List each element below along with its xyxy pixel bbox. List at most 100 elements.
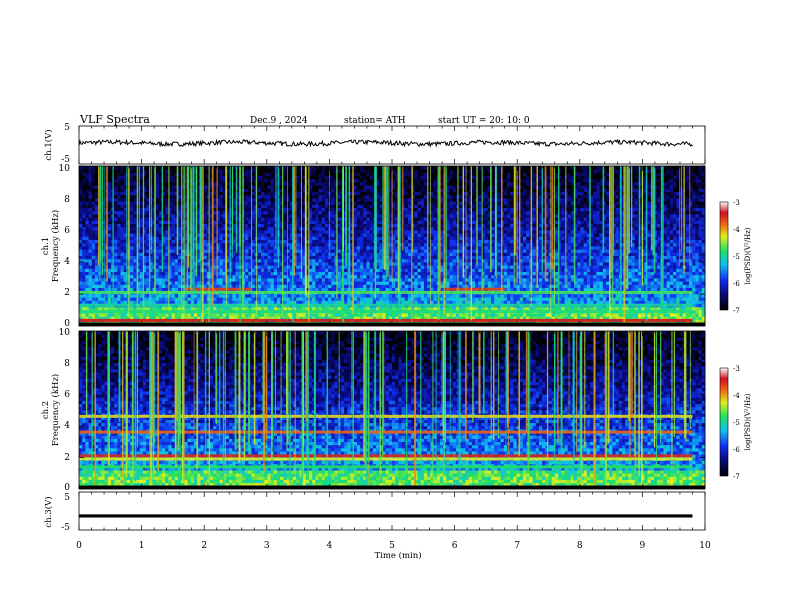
spec1-cell xyxy=(178,246,182,250)
spec1-cell xyxy=(213,268,217,272)
spec1-cell xyxy=(685,313,690,317)
spec1-cell xyxy=(554,278,559,282)
spec1-cell xyxy=(216,300,220,304)
spec1-cell xyxy=(407,284,412,288)
spec1-cell xyxy=(146,255,150,260)
spec1-cell xyxy=(158,306,163,311)
spec1-cell xyxy=(484,271,489,276)
spec1-cell xyxy=(433,281,438,285)
spec1-cell xyxy=(187,281,192,285)
spec1-cell xyxy=(79,258,83,263)
spec1-cell xyxy=(94,271,99,276)
spec1-cell xyxy=(538,255,543,260)
spec1-cell xyxy=(261,281,265,285)
spec1-cell xyxy=(379,262,383,266)
spec1-cell xyxy=(676,284,680,288)
spec1-cell xyxy=(136,294,141,298)
spec1-cell xyxy=(669,281,674,285)
spec1-cell xyxy=(701,303,706,308)
spec1-cell xyxy=(439,284,444,288)
spec1-cell xyxy=(331,284,335,288)
spec1-cell xyxy=(618,297,623,301)
spec1-cell xyxy=(245,281,249,285)
spec1-cell xyxy=(328,271,332,276)
spec1-cell xyxy=(289,274,294,279)
spec1-cell xyxy=(366,300,371,304)
spec1-cell xyxy=(286,300,291,304)
spec1-cell xyxy=(273,271,278,276)
spec1-cell xyxy=(615,262,620,266)
spec1-cell xyxy=(216,252,220,256)
spec1-cell xyxy=(158,278,163,282)
spec1-cell xyxy=(168,265,173,269)
spec1-cell xyxy=(363,265,367,269)
spec1-cell xyxy=(312,258,316,263)
spec1-cell xyxy=(459,262,463,266)
spec1-cell xyxy=(491,265,495,269)
spec1-cell xyxy=(216,255,220,260)
spec1-cell xyxy=(114,252,118,256)
spec1-cell xyxy=(417,278,422,282)
spec1-cell xyxy=(420,316,425,320)
spec1-cell xyxy=(315,294,319,298)
spec1-cell xyxy=(698,274,703,279)
spec1-cell xyxy=(542,316,546,320)
spec1-cell xyxy=(257,287,262,292)
spec1-cell xyxy=(449,313,454,317)
spec1-cell xyxy=(657,265,661,269)
spec1-cell xyxy=(174,297,179,301)
spec1-cell xyxy=(612,252,616,256)
spec1-cell xyxy=(356,258,361,263)
spec1-cell xyxy=(542,249,546,253)
spec1-cell xyxy=(324,281,329,285)
spec1-cell xyxy=(350,284,355,288)
spec1-cell xyxy=(213,284,217,288)
spec1-cell xyxy=(542,246,546,250)
spec1-cell xyxy=(235,306,240,311)
spec1-cell xyxy=(187,265,192,269)
spec1-cell xyxy=(334,316,339,320)
spec1-cell xyxy=(590,297,594,301)
spec1-cell xyxy=(465,284,470,288)
spec1-cell xyxy=(206,281,211,285)
spec1-cell xyxy=(213,313,217,317)
spec1-cell xyxy=(631,271,636,276)
spec1-cell xyxy=(685,262,690,266)
spec1-cell xyxy=(478,262,482,266)
spec1-cell xyxy=(270,252,275,256)
spec1-cell xyxy=(178,274,182,279)
spec1-cell xyxy=(152,297,157,301)
spec1-cell xyxy=(190,297,195,301)
spec1-cell xyxy=(487,268,492,272)
spec1-cell xyxy=(666,258,671,263)
spec1-cell xyxy=(420,284,425,288)
spec1-cell xyxy=(133,274,137,279)
spec1-cell xyxy=(420,271,425,276)
spec1-cell xyxy=(586,284,591,288)
spec1-cell xyxy=(286,284,291,288)
spec1-cell xyxy=(376,265,380,269)
spec1-cell xyxy=(420,258,425,263)
spec1-cell xyxy=(407,300,412,304)
spec1-cell xyxy=(296,255,300,260)
spec1-cell xyxy=(602,297,607,301)
spec1-cell xyxy=(414,271,418,276)
spec1-cell xyxy=(85,294,89,298)
spec1-cell xyxy=(411,258,415,263)
spec1-cell xyxy=(261,249,265,253)
spec1-cell xyxy=(277,297,281,301)
spec1-cell xyxy=(107,274,112,279)
spec1-cell xyxy=(82,271,86,276)
spec1-cell xyxy=(369,313,374,317)
spec1-cell xyxy=(522,262,527,266)
spec1-cell xyxy=(324,265,329,269)
spec1-cell xyxy=(117,316,121,320)
spec1-cell xyxy=(209,255,214,260)
spec1-cell xyxy=(503,294,508,298)
spec1-cell xyxy=(139,268,144,272)
spec1-cell xyxy=(439,255,444,260)
spec1-cell xyxy=(229,294,233,298)
spec1-cell xyxy=(491,306,495,311)
spec1-cell xyxy=(155,284,160,288)
spec1-cell xyxy=(232,300,236,304)
